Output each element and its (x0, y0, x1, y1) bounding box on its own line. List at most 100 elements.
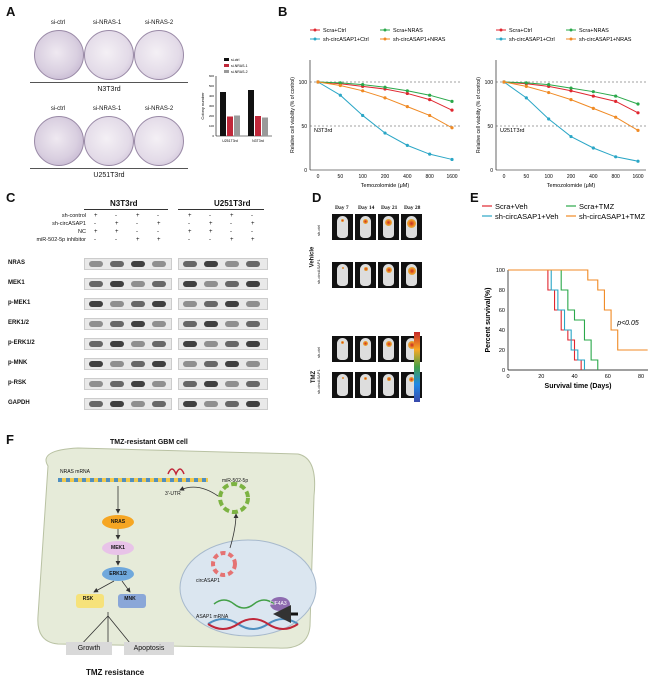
legend-label: Scra+Ctrl (323, 28, 346, 34)
col-label: si-NRAS-2 (144, 20, 174, 26)
blot-strip (178, 278, 268, 290)
nras-node (102, 515, 134, 529)
colony-dish (134, 116, 184, 166)
protein-band (131, 321, 145, 327)
group-label: TMZ (311, 370, 318, 384)
data-point (636, 102, 640, 106)
colony-dish (84, 116, 134, 166)
mouse-icon (383, 216, 394, 238)
panel-label-a: A (6, 4, 16, 19)
data-point (591, 94, 595, 98)
survival-curve (508, 269, 599, 370)
condition-sign: + (251, 221, 255, 227)
legend-label: si-NRAS-2 (231, 70, 248, 74)
tick-label: 100 (209, 124, 214, 128)
protein-band (183, 381, 197, 387)
x-axis-label: Temozolomide (μM) (361, 183, 410, 189)
protein-band (246, 261, 260, 267)
legend-label: sh-circASAP1+NRAS (393, 37, 446, 43)
tick-label: 0 (212, 134, 214, 138)
panel-label-e: E (470, 190, 479, 205)
condition-sign: + (157, 221, 161, 227)
blot-strip (84, 358, 172, 370)
imaging-cell (355, 336, 376, 362)
tick-label: 200 (209, 114, 214, 118)
condition-sign: - (136, 221, 138, 227)
condition-sign: - (115, 213, 117, 219)
tick-label: 50 (301, 124, 307, 130)
y-axis-label: Colony number (200, 92, 205, 120)
protein-band (152, 261, 166, 267)
tumor-signal (385, 267, 392, 273)
tumor-signal (385, 219, 392, 226)
imaging-cell (355, 372, 376, 398)
condition-sign: - (188, 221, 190, 227)
condition-sign: + (209, 229, 213, 235)
row-label: sh-ctrl (316, 347, 321, 358)
legend-marker (499, 37, 503, 41)
asap1-mrna-icon (213, 599, 275, 609)
asap-mrna-label: ASAP1 mRNA (196, 614, 229, 620)
protein-band (131, 261, 145, 267)
p-value-label: p<0.05 (616, 320, 639, 327)
group-label: U251T3rd (214, 199, 251, 208)
legend-label: Scra+NRAS (579, 28, 609, 34)
tick-label: 1600 (632, 174, 643, 180)
mouse-icon (337, 264, 348, 286)
tick-label: 0 (503, 174, 506, 180)
blot-strip (84, 378, 172, 390)
condition-sign: + (94, 229, 98, 235)
data-point (405, 143, 409, 147)
group-label: Vehicle (309, 246, 316, 268)
divider (84, 209, 168, 210)
cell-line-label: N3T3rd (314, 128, 332, 134)
tick-label: 400 (403, 174, 412, 180)
protein-band (183, 261, 197, 267)
data-point (524, 81, 528, 85)
condition-sign: + (136, 213, 140, 219)
protein-band (152, 281, 166, 287)
data-point (405, 89, 409, 93)
row-label: sh-circASAP1 (316, 259, 321, 284)
mouse-icon (360, 264, 371, 286)
apoptosis-box: Apoptosis (124, 642, 174, 655)
data-point (428, 93, 432, 97)
bar (227, 116, 233, 136)
condition-sign: + (115, 221, 119, 227)
data-point (428, 98, 432, 102)
tick-label: 800 (425, 174, 434, 180)
condition-label: sh-control (61, 213, 86, 219)
protein-band (204, 301, 218, 307)
protein-band (110, 321, 124, 327)
blot-strip (84, 318, 172, 330)
divider (178, 209, 264, 210)
protein-band (89, 341, 103, 347)
bar (220, 92, 226, 136)
condition-sign: + (230, 237, 234, 243)
data-point (569, 98, 573, 102)
condition-sign: - (136, 229, 138, 235)
tick-label: 200 (567, 174, 576, 180)
data-point (591, 90, 595, 94)
group-label: N3T3rd (110, 199, 138, 208)
imaging-cell (401, 262, 422, 288)
tick-label: 60 (605, 374, 611, 380)
col-label: si-NRAS-2 (144, 106, 174, 112)
protein-band (110, 281, 124, 287)
panel-label-b: B (278, 4, 288, 19)
protein-band (204, 361, 218, 367)
data-point (547, 117, 551, 121)
tick-label: 100 (358, 174, 367, 180)
imaging-cell (401, 214, 422, 240)
legend-swatch (224, 58, 229, 61)
legend-label: sh-circASAP1+Veh (495, 212, 559, 221)
tumor-signal (341, 377, 344, 379)
day-label: Day 7 (335, 205, 349, 211)
condition-sign: + (115, 229, 119, 235)
condition-label: miR-502-5p inhibitor (36, 237, 86, 243)
condition-label: sh-circASAP1 (52, 221, 86, 227)
protein-band (131, 401, 145, 407)
legend-marker (313, 28, 317, 32)
legend-marker (313, 37, 317, 41)
legend-label: Scra+Ctrl (509, 28, 532, 34)
